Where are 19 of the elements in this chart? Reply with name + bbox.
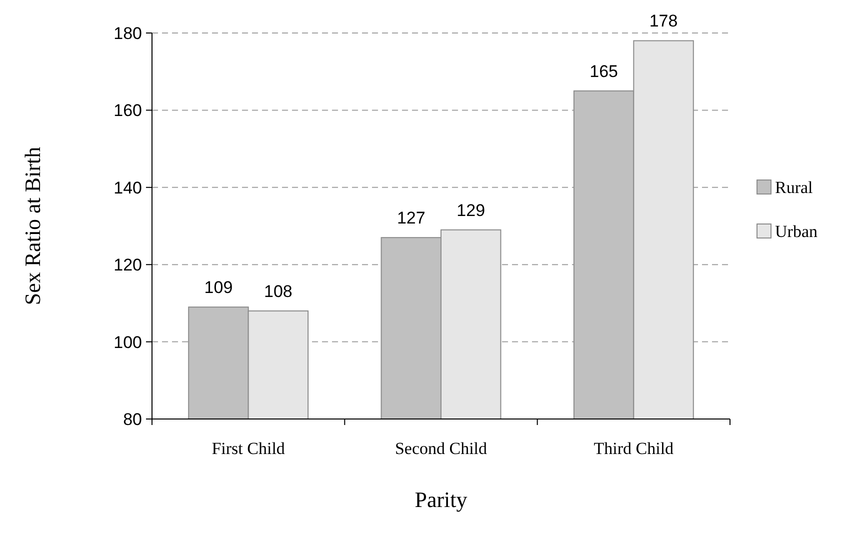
y-tick-label: 120 — [114, 256, 142, 275]
legend-label: Urban — [775, 222, 818, 241]
x-axis-title: Parity — [414, 487, 468, 512]
y-axis-title: Sex Ratio at Birth — [20, 146, 45, 306]
data-label: 165 — [590, 62, 618, 81]
data-label: 108 — [264, 282, 292, 301]
y-tick-label: 160 — [114, 101, 142, 120]
legend-label: Rural — [775, 178, 814, 197]
y-tick-label: 140 — [114, 178, 142, 198]
y-tick-label: 80 — [123, 410, 142, 429]
x-tick-label: Second Child — [394, 439, 488, 458]
data-label: 127 — [396, 208, 426, 228]
data-label: 129 — [456, 200, 486, 220]
data-label: 178 — [649, 12, 678, 31]
x-tick-label: Third Child — [594, 439, 674, 458]
data-label: 109 — [204, 278, 233, 298]
y-tick-label: 100 — [114, 332, 142, 352]
x-tick-label: First Child — [212, 439, 286, 458]
y-tick-label: 180 — [114, 24, 142, 43]
